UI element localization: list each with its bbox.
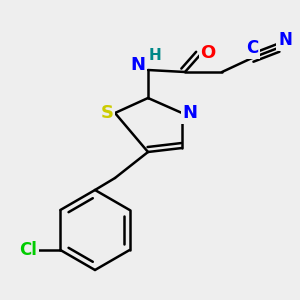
Text: Cl: Cl [20,241,37,259]
Text: O: O [200,44,216,62]
Text: N: N [130,56,146,74]
Text: N: N [278,31,292,49]
Text: H: H [148,47,161,62]
Text: S: S [100,104,113,122]
Text: N: N [182,104,197,122]
Text: C: C [246,39,258,57]
